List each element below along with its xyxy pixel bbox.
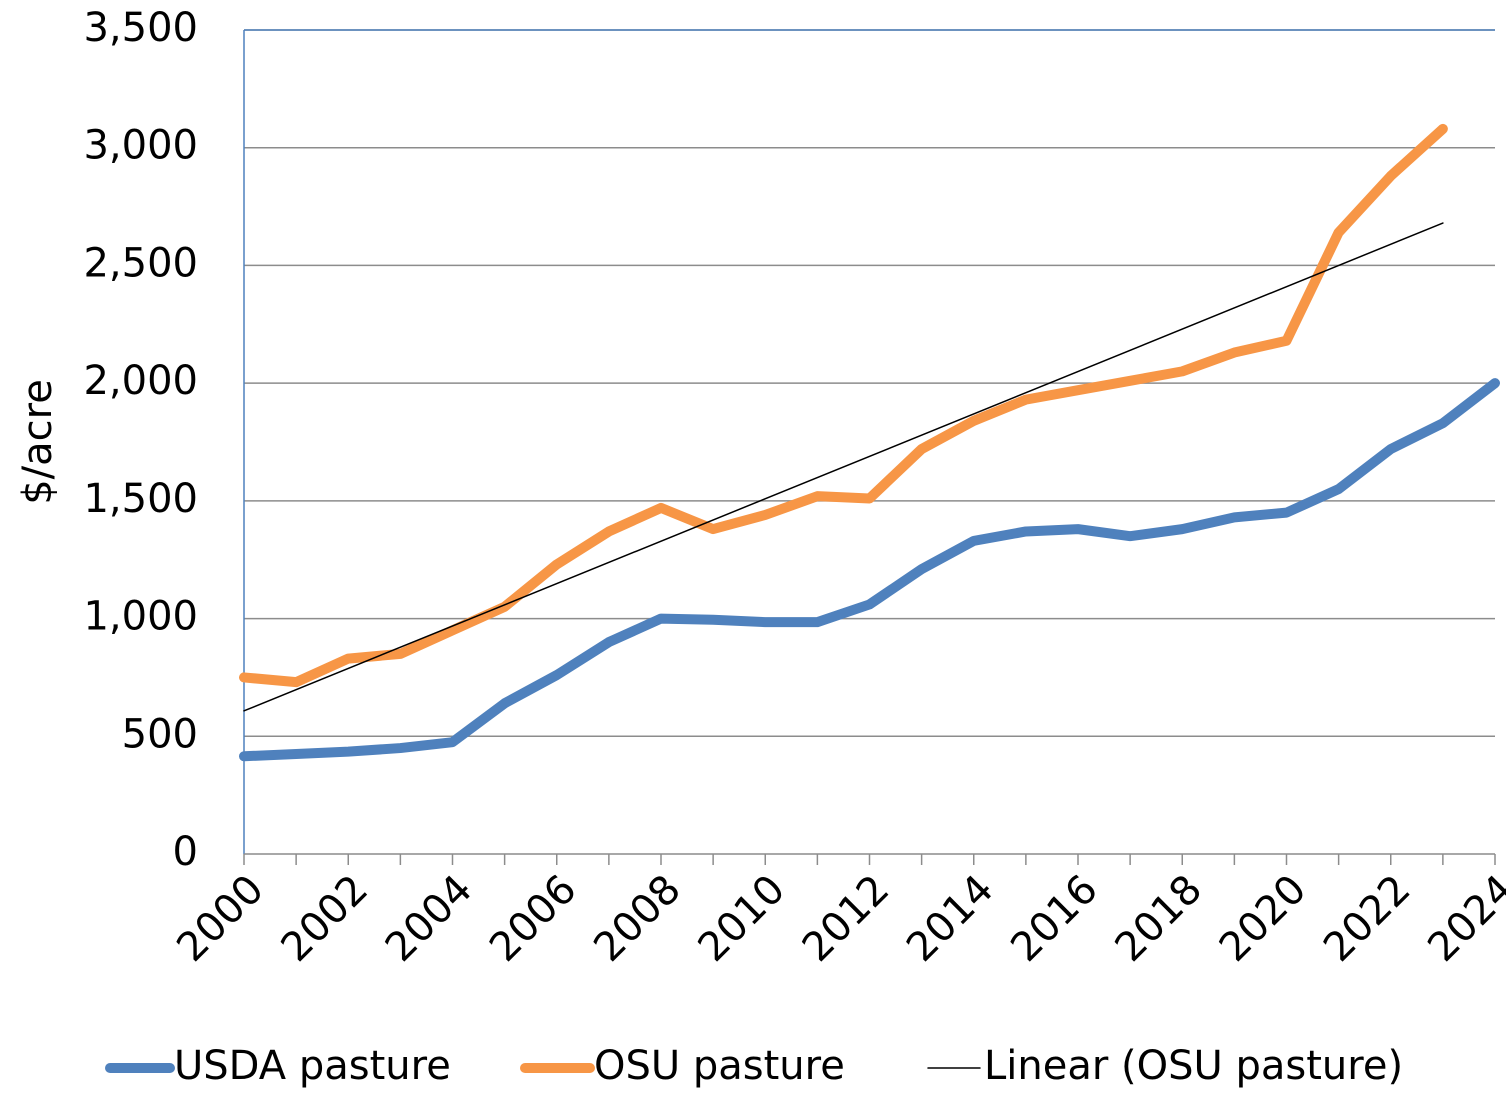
y-tick-label: 0 xyxy=(173,829,198,875)
x-tick-label: 2000 xyxy=(168,866,273,971)
series-line xyxy=(239,378,1500,762)
y-axis-label: $/acre xyxy=(15,379,61,505)
x-tick-label: 2012 xyxy=(794,866,899,971)
series-line xyxy=(243,222,1444,712)
x-tick-label: 2018 xyxy=(1107,866,1212,971)
x-tick-label: 2024 xyxy=(1419,866,1506,971)
legend-label: USDA pasture xyxy=(174,1043,451,1089)
y-tick-label: 3,500 xyxy=(83,5,198,51)
x-tick-label: 2020 xyxy=(1211,866,1316,971)
x-tick-label: 2016 xyxy=(1002,866,1107,971)
x-tick-label: 2014 xyxy=(898,866,1003,971)
x-tick-label: 2010 xyxy=(690,866,795,971)
legend-label: Linear (OSU pasture) xyxy=(984,1043,1403,1089)
x-tick-label: 2004 xyxy=(377,866,482,971)
y-tick-label: 500 xyxy=(122,711,198,757)
y-tick-label: 1,500 xyxy=(83,476,198,522)
x-tick-label: 2008 xyxy=(585,866,690,971)
x-tick-label: 2002 xyxy=(273,866,378,971)
series-line xyxy=(239,123,1448,688)
x-tick-label: 2022 xyxy=(1315,866,1420,971)
y-tick-label: 1,000 xyxy=(83,594,198,640)
y-tick-label: 3,000 xyxy=(83,123,198,169)
x-tick-label: 2006 xyxy=(481,866,586,971)
y-tick-label: 2,000 xyxy=(83,358,198,404)
y-tick-label: 2,500 xyxy=(83,240,198,286)
legend-label: OSU pasture xyxy=(594,1043,845,1089)
